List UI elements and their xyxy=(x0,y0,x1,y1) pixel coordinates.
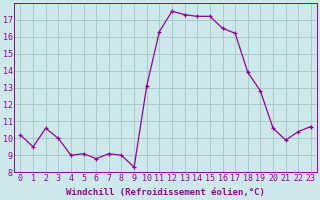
X-axis label: Windchill (Refroidissement éolien,°C): Windchill (Refroidissement éolien,°C) xyxy=(66,188,265,197)
